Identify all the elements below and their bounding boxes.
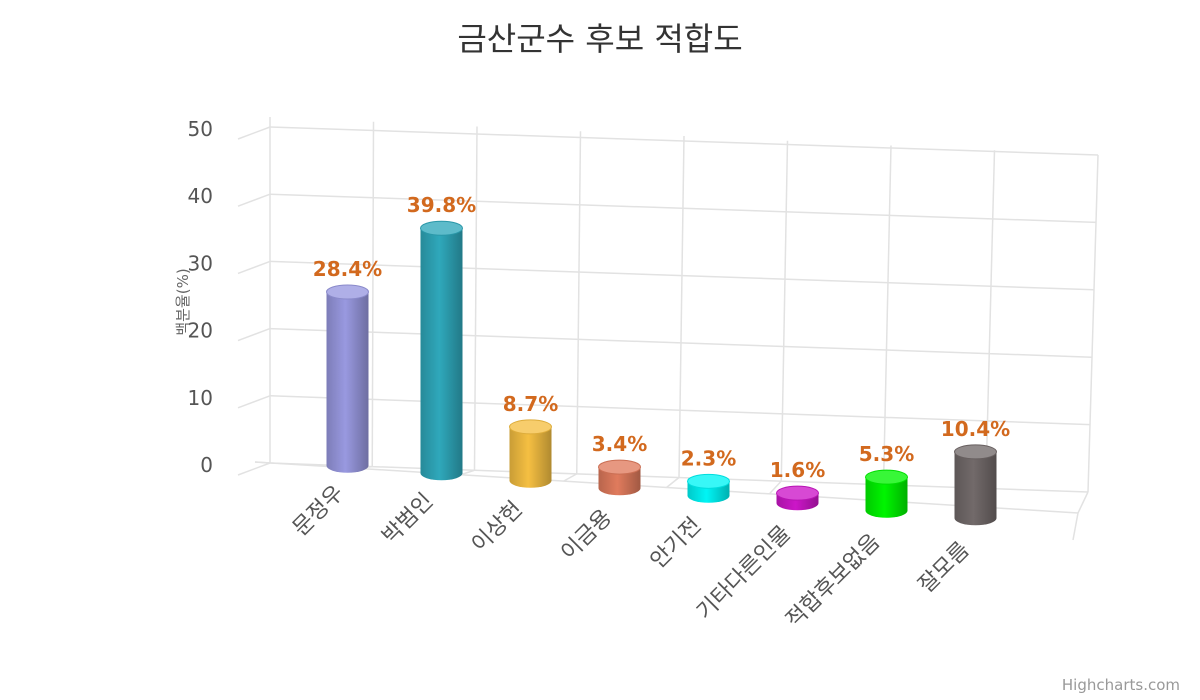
y-tick-label: 40: [188, 184, 213, 208]
bar-body: [865, 477, 908, 518]
bar-6[interactable]: 1.6%: [770, 458, 825, 511]
bar-2[interactable]: 39.8%: [407, 193, 476, 481]
x-tick-label: 문정우: [288, 481, 349, 542]
data-label: 5.3%: [859, 442, 914, 466]
bar-5[interactable]: 2.3%: [681, 446, 736, 503]
x-tick-label: 이상헌: [467, 497, 528, 558]
grid-line-side: [237, 193, 271, 207]
bar-1[interactable]: 28.4%: [313, 257, 382, 473]
grid-line-v: [1087, 154, 1099, 493]
x-tick-label: 박범인: [378, 489, 439, 550]
grid-line-floor: [768, 480, 782, 495]
x-tick-label: 이금용: [556, 505, 617, 566]
grid-line-floor: [666, 476, 680, 489]
grid-line-side: [237, 260, 271, 275]
bar-body: [326, 291, 369, 473]
grid-line-side: [237, 126, 271, 140]
x-tick-label: 안기전: [646, 513, 707, 574]
y-tick-label: 10: [188, 386, 213, 410]
bar-top: [509, 419, 552, 435]
y-axis-ticks: 0 10 20 30 40 50: [188, 117, 213, 477]
x-tick-label: 적합후보없음: [782, 529, 886, 633]
data-label: 10.4%: [941, 417, 1010, 441]
grid-line-v: [882, 145, 892, 485]
bar-top: [865, 469, 908, 485]
credit-link[interactable]: Highcharts.com: [1062, 676, 1180, 694]
y-tick-label: 0: [200, 453, 213, 477]
bars: 28.4% 39.8% 8.7% 3.4% 2.3% 1.6% 5.3% 10.4%: [313, 193, 1010, 526]
grid-line-side: [237, 395, 271, 409]
bar-top: [687, 473, 730, 489]
y-axis-label: 백분율(%): [174, 268, 192, 335]
bar-8[interactable]: 10.4%: [941, 417, 1010, 526]
y-tick-label: 30: [188, 251, 213, 275]
grid-line-v: [371, 121, 375, 467]
data-label: 28.4%: [313, 257, 382, 281]
data-label: 8.7%: [503, 392, 558, 416]
grid-line-floor: [563, 473, 578, 482]
bar-body: [420, 228, 463, 481]
grid-line-side: [237, 327, 271, 342]
bar-top: [598, 459, 641, 475]
bar-top: [326, 284, 369, 300]
grid-line-v: [576, 131, 582, 474]
y-tick-label: 50: [188, 117, 213, 141]
grid-line-v: [473, 126, 478, 471]
bar-4[interactable]: 3.4%: [592, 432, 647, 496]
grid-line-floor: [1077, 491, 1089, 514]
bar-top: [420, 220, 463, 236]
grid-line-v: [678, 135, 685, 478]
data-label: 2.3%: [681, 446, 736, 470]
bar-body: [509, 426, 552, 488]
grid-line-floor: [460, 469, 475, 476]
data-label: 1.6%: [770, 458, 825, 482]
bar-3[interactable]: 8.7%: [503, 392, 558, 488]
grid-line-v: [780, 140, 789, 482]
floor-right-edge: [1072, 512, 1079, 541]
x-tick-label: 기타다른인물: [692, 521, 796, 625]
x-tick-label: 잘모름: [914, 538, 975, 599]
chart-title: 금산군수 후보 적합도: [457, 20, 742, 58]
grid: [237, 117, 1099, 541]
y-tick-label: 20: [188, 319, 213, 343]
bar-top: [954, 444, 997, 460]
bar-body: [954, 451, 997, 526]
bar-7[interactable]: 5.3%: [859, 442, 914, 518]
grid-line-side: [237, 462, 271, 476]
grid-line-v: [985, 150, 996, 489]
data-label: 39.8%: [407, 193, 476, 217]
bar-body: [598, 467, 641, 496]
bar-top: [776, 485, 819, 501]
data-label: 3.4%: [592, 432, 647, 456]
floor-front-edge: [254, 461, 1079, 514]
